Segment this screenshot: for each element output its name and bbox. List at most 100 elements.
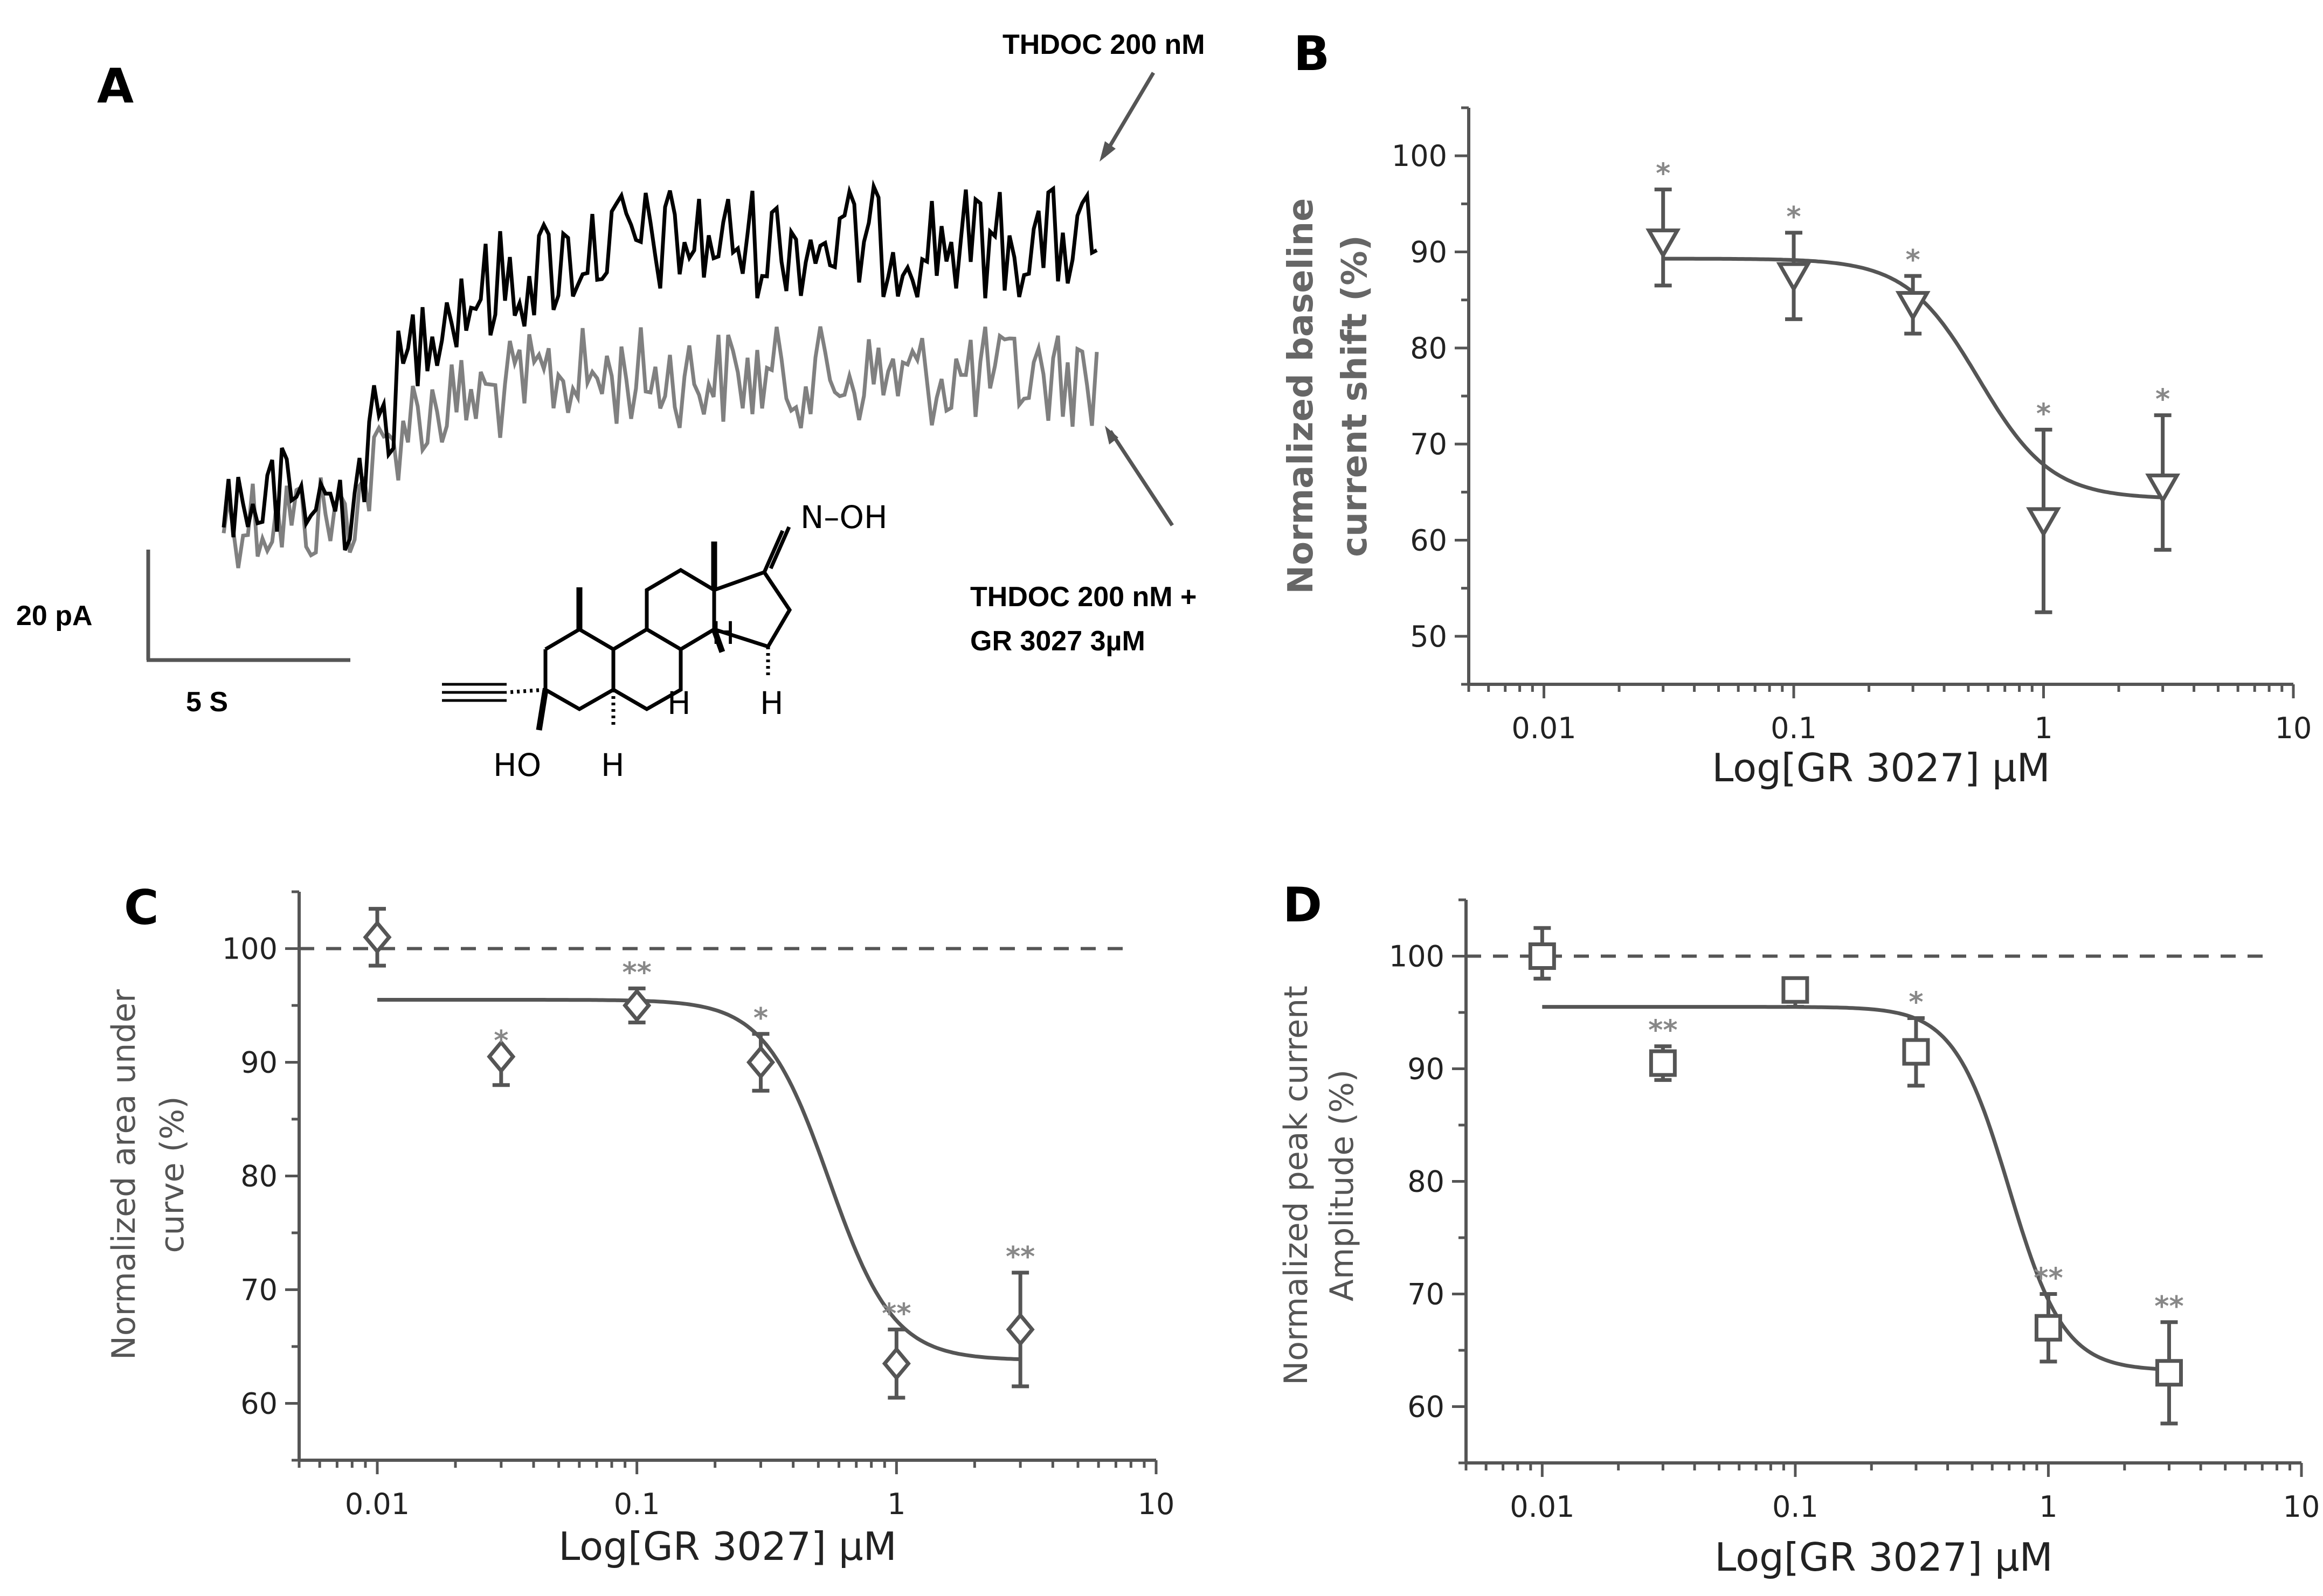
panel-b-y-tick-label: 60 [1410, 524, 1447, 558]
panel-a: A THDOC 200 nM THDOC 200 nM + GR 3027 3µ… [16, 29, 1205, 783]
panel-c-y-label-line1: Normalized area under [105, 989, 143, 1360]
panel-b-x-tick-label: 0.01 [1511, 711, 1576, 745]
ring-a [543, 627, 616, 712]
ring-d [713, 570, 792, 649]
panel-d-significance-marker: * [1909, 986, 1923, 1018]
panel-b-significance-marker: * [2155, 384, 2170, 416]
scalebar-y-label: 20 pA [16, 600, 93, 632]
panel-d-y-tick-label: 100 [1389, 940, 1444, 974]
panel-d-y-tick-label: 80 [1407, 1165, 1444, 1199]
panel-b-significance-marker: * [2036, 398, 2051, 430]
panel-d-x-tick-label: 10 [2283, 1490, 2320, 1524]
oxime-bond-2 [769, 526, 791, 570]
panel-d-letter: D [1283, 877, 1322, 933]
chem-h5-label: H [601, 747, 625, 783]
hashed-bond [506, 688, 546, 695]
chem-h14-label: H [760, 685, 784, 721]
panel-b-y-label-line2: current shift (%) [1335, 235, 1375, 557]
panel-b-data-point [1895, 291, 1931, 322]
ring-b [612, 627, 683, 712]
panel-b-y-tick-label: 90 [1410, 235, 1447, 269]
panel-d-x-tick-label: 1 [2039, 1490, 2057, 1524]
panel-b-x-tick-label: 10 [2275, 711, 2312, 745]
panel-d-y-label-line1: Normalized peak current [1277, 986, 1315, 1385]
panel-d-significance-marker: ** [2154, 1290, 2183, 1323]
panel-c-y-label-line2: curve (%) [154, 1096, 191, 1253]
chem-h9-label: H [667, 685, 691, 721]
panel-b-y-tick-label: 80 [1410, 331, 1447, 365]
panel-b-data-point [1646, 228, 1681, 259]
panel-d-significance-marker: ** [2034, 1262, 2063, 1295]
panel-d-data-point [1649, 1049, 1677, 1077]
panel-b-x-label: Log[GR 3027] µM [1712, 745, 2050, 790]
panel-c-data-point [746, 1045, 776, 1080]
oxime-bond-1 [762, 530, 785, 573]
panel-c-data-point [882, 1346, 911, 1381]
trace-thdoc-gr3027 [222, 326, 1099, 568]
panel-c-data-point [487, 1039, 516, 1074]
panel-b: B 50 60 70 80 90 100 0.01 0.1 1 10 Log[GR 3027] µM… [1281, 26, 2312, 790]
trace-thdoc-arrow [1102, 72, 1156, 157]
panel-b-y-tick-label: 50 [1410, 620, 1447, 654]
panel-b-y-label-line1: Normalized baseline [1281, 198, 1321, 594]
panel-d-y-tick-label: 70 [1407, 1278, 1444, 1312]
panel-d-y-tick-label: 60 [1407, 1390, 1444, 1424]
panel-c: C 60 70 80 90 100 0.01 0.1 1 10 Log[GR 3027] µM No… [105, 880, 1174, 1569]
trace-gr3027-arrow [1109, 430, 1174, 526]
panel-c-y-tick-label: 70 [240, 1273, 278, 1307]
panel-b-data-point [2145, 473, 2181, 504]
panel-b-significance-marker: * [1786, 201, 1801, 233]
panel-c-data-point [1006, 1312, 1035, 1347]
panel-d-fit-curve [1542, 1005, 2169, 1372]
panel-d-data-point [1528, 942, 1556, 970]
panel-b-y-tick-label: 100 [1392, 139, 1447, 173]
panel-c-x-tick-label: 1 [887, 1487, 905, 1521]
panel-d-x-label: Log[GR 3027] µM [1714, 1535, 2053, 1580]
panel-c-x-tick-label: 0.1 [614, 1487, 660, 1521]
panel-b-data-point [1776, 262, 1812, 293]
panel-b-significance-marker: * [1656, 158, 1670, 190]
panel-d-significance-marker: ** [1648, 1015, 1677, 1047]
trace-thdoc-label: THDOC 200 nM [1003, 29, 1205, 60]
panel-a-letter: A [97, 58, 134, 114]
panel-b-y-tick-label: 70 [1410, 427, 1447, 461]
panel-c-data-point [623, 988, 652, 1023]
panel-b-letter: B [1294, 26, 1330, 81]
trace-thdoc [222, 179, 1098, 551]
panel-d-x-tick-label: 0.1 [1772, 1490, 1819, 1524]
panel-b-x-tick-label: 1 [2034, 711, 2052, 745]
h8-bond [711, 628, 725, 653]
panel-c-significance-marker: * [494, 1025, 508, 1057]
panel-c-significance-marker: ** [1006, 1241, 1035, 1273]
chem-ho-label: HO [493, 747, 541, 783]
panel-b-data-point [2026, 507, 2061, 538]
trace-gr3027-arrowhead [1105, 426, 1118, 445]
panel-b-x-tick-label: 0.1 [1771, 711, 1817, 745]
trace-gr3027-label-line1: THDOC 200 nM + [970, 581, 1197, 613]
panel-b-significance-marker: * [1906, 244, 1920, 276]
panel-c-y-tick-label: 60 [240, 1387, 278, 1421]
panel-c-letter: C [124, 880, 159, 935]
panel-c-data-point [363, 920, 392, 955]
panel-c-significance-marker: * [753, 1002, 768, 1035]
panel-d: D 60 70 80 90 100 0.01 0.1 1 10 Log[GR 3027] µM No… [1277, 877, 2320, 1580]
panel-c-y-tick-label: 80 [240, 1160, 278, 1193]
panel-c-x-tick-label: 10 [1138, 1487, 1175, 1521]
trace-gr3027-label-line2: GR 3027 3µM [970, 626, 1145, 657]
chem-oxime-label: N–OH [800, 499, 888, 536]
panel-d-data-point [1902, 1038, 1930, 1066]
panel-c-significance-marker: ** [622, 956, 651, 989]
panel-c-significance-marker: ** [882, 1297, 911, 1330]
panel-d-data-point [2034, 1314, 2062, 1342]
panel-d-data-point [1781, 976, 1809, 1004]
panel-c-fit-curve [377, 998, 1021, 1362]
panel-d-data-point [2155, 1359, 2183, 1387]
panel-d-y-label-line2: Amplitude (%) [1323, 1070, 1361, 1301]
panel-c-y-tick-label: 100 [222, 932, 278, 966]
ring-c [645, 567, 716, 651]
panel-c-x-label: Log[GR 3027] µM [558, 1524, 897, 1569]
trace-thdoc-arrowhead [1100, 141, 1116, 162]
scalebar-x-label: 5 S [186, 686, 228, 718]
chemical-structure [442, 526, 792, 731]
